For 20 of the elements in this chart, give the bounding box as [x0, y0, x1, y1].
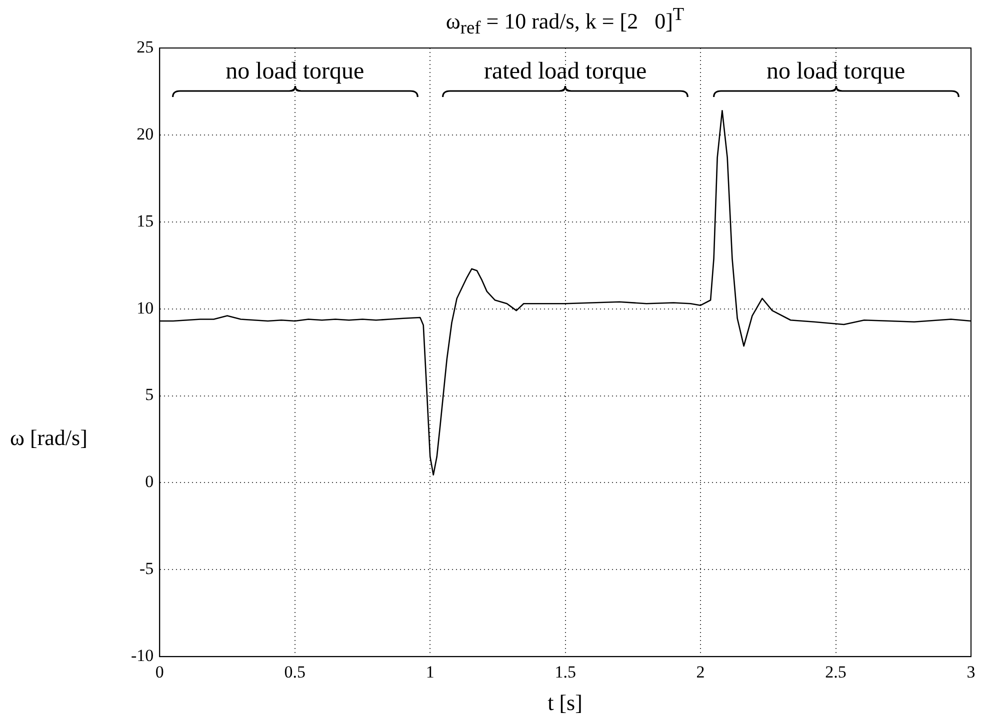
x-tick-label: 2: [696, 662, 705, 682]
x-tick-label: 2.5: [825, 662, 846, 682]
y-tick-label: 5: [145, 385, 154, 404]
x-axis-title: t [s]: [546, 690, 584, 716]
y-tick-label: 15: [136, 211, 154, 230]
annotation: rated load torque: [484, 58, 647, 84]
y-tick-label: 25: [136, 37, 154, 56]
y-tick-label: -10: [130, 646, 154, 666]
chart-title: ω$_{ref}$ = 10 rad/s, k = [2 0]$^{T}$: [444, 4, 686, 39]
y-tick-label: -5: [139, 559, 154, 578]
y-tick-label: 0: [145, 472, 154, 492]
x-tick-label: 3: [966, 662, 976, 682]
annotation: no load torque: [766, 58, 906, 84]
y-axis-title: ω [rad/s]: [10, 425, 88, 451]
x-tick-label: 1.5: [554, 662, 576, 682]
y-tick-label: 10: [136, 298, 154, 318]
y-tick-label: 20: [136, 124, 154, 144]
x-tick-label: 1: [426, 662, 434, 682]
x-tick-label: 0.5: [284, 662, 306, 682]
annotation: no load torque: [226, 58, 364, 84]
